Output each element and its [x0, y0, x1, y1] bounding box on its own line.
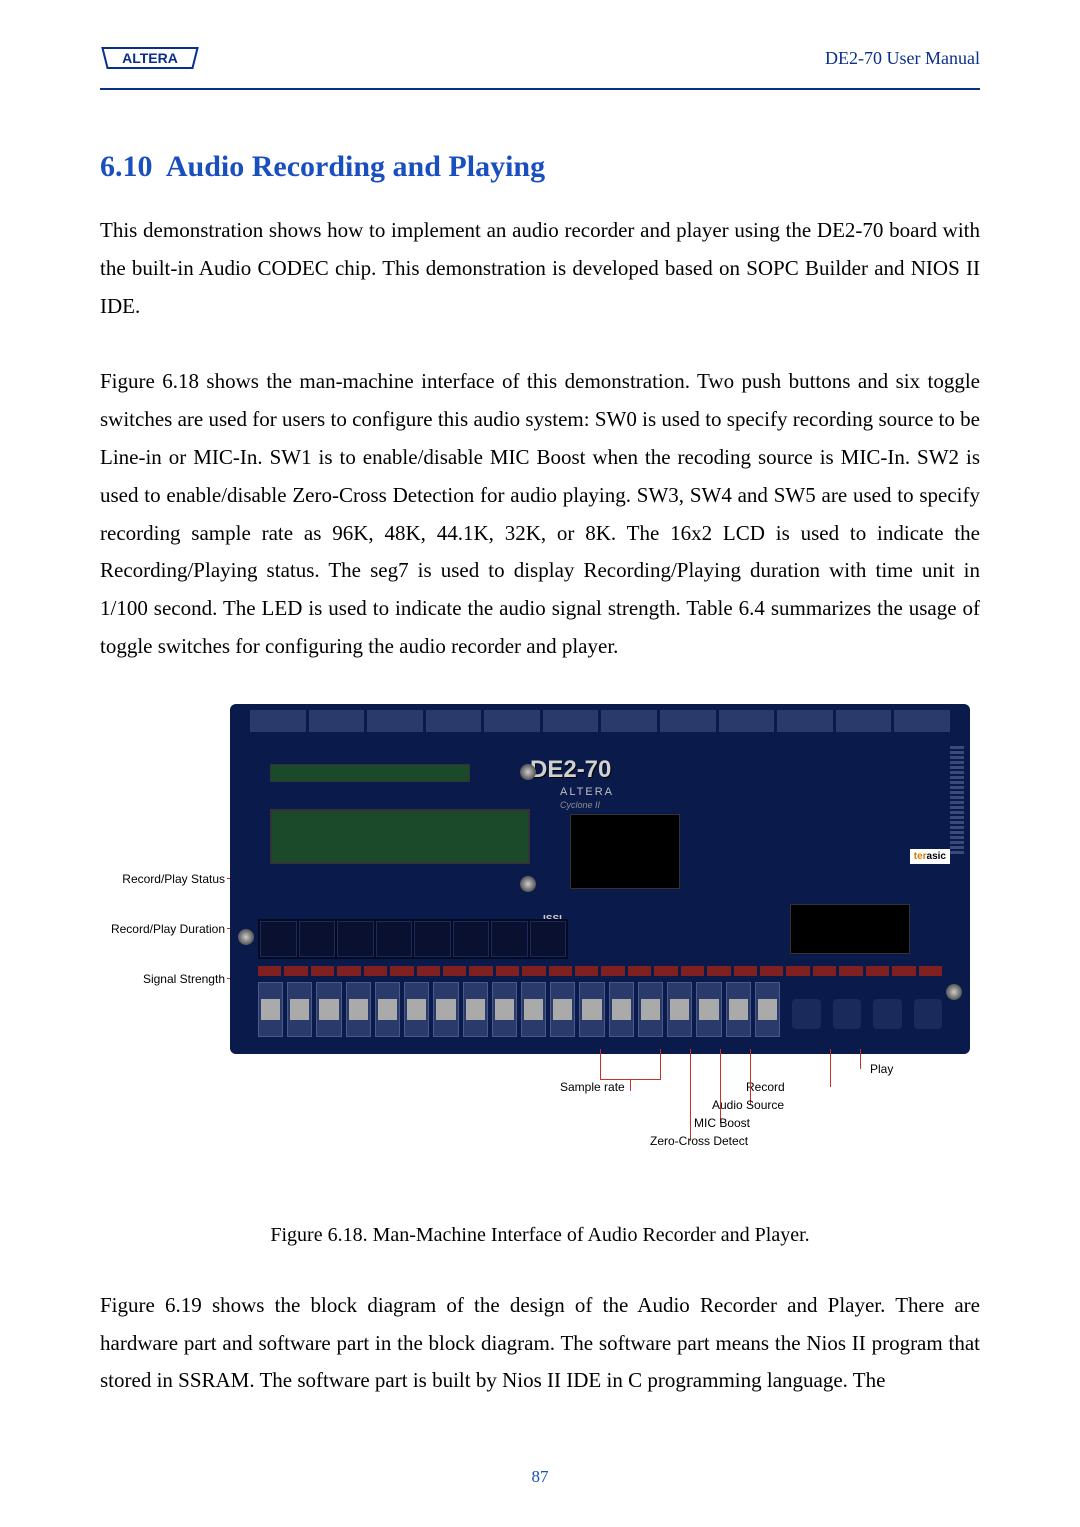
- annotation-play: Play: [870, 1062, 893, 1076]
- annotation-status: Record/Play Status: [100, 872, 225, 886]
- annotation-sample-rate: Sample rate: [560, 1080, 625, 1094]
- board-memory-chip: [790, 904, 910, 954]
- board-lcd: [270, 809, 530, 864]
- board-top-connectors: [250, 710, 950, 732]
- screw-icon: [520, 876, 536, 892]
- board-seg7: [258, 919, 568, 959]
- figure-caption: Figure 6.18. Man-Machine Interface of Au…: [100, 1224, 980, 1247]
- section-title: Audio Recording and Playing: [166, 150, 545, 183]
- section-number: 6.10: [100, 150, 153, 183]
- page-number: 87: [0, 1467, 1080, 1487]
- board-model-label: DE2-70: [530, 756, 611, 784]
- annotation-line: [660, 1049, 661, 1079]
- screw-icon: [238, 929, 254, 945]
- board-vendor-label: ALTERA: [560, 786, 614, 798]
- annotation-line: [830, 1049, 831, 1087]
- annotation-mic-boost: MIC Boost: [694, 1116, 750, 1130]
- screw-icon: [946, 984, 962, 1000]
- board-image: DE2-70 ALTERA Cyclone II terasic ISSI: [230, 704, 970, 1054]
- board-fpga-chip: [570, 814, 680, 889]
- page-header: ALTERA DE2-70 User Manual: [100, 40, 980, 76]
- section-heading: 6.10 Audio Recording and Playing: [100, 150, 980, 184]
- svg-text:ALTERA: ALTERA: [122, 50, 178, 66]
- annotation-line: [860, 1049, 861, 1069]
- doc-title: DE2-70 User Manual: [825, 48, 980, 69]
- altera-logo: ALTERA: [100, 40, 200, 76]
- board-push-buttons: [792, 999, 942, 1029]
- paragraph-3: Figure 6.19 shows the block diagram of t…: [100, 1287, 980, 1400]
- annotation-audio-source: Audio Source: [712, 1098, 784, 1112]
- paragraph-2: Figure 6.18 shows the man-machine interf…: [100, 363, 980, 665]
- annotation-line: [750, 1049, 751, 1105]
- annotation-record: Record: [746, 1080, 785, 1094]
- page: ALTERA DE2-70 User Manual 6.10 Audio Rec…: [0, 0, 1080, 1478]
- screw-icon: [520, 764, 536, 780]
- annotation-signal: Signal Strength: [100, 972, 225, 986]
- header-rule: [100, 88, 980, 90]
- board-switches: [258, 982, 780, 1037]
- figure-6-18: Record/Play Status Record/Play Duration …: [100, 704, 980, 1184]
- annotation-line: [600, 1049, 601, 1079]
- board-leds: [258, 966, 942, 976]
- paragraph-1: This demonstration shows how to implemen…: [100, 212, 980, 325]
- board-small-display: [270, 764, 470, 782]
- annotation-line: [720, 1049, 721, 1123]
- board-chip-label: Cyclone II: [560, 800, 600, 810]
- board-gpio: [950, 744, 964, 854]
- annotation-line: [630, 1079, 631, 1091]
- board-terasic-label: terasic: [910, 849, 950, 864]
- annotation-zero-cross: Zero-Cross Detect: [650, 1134, 748, 1148]
- annotation-duration: Record/Play Duration: [100, 922, 225, 936]
- annotation-line: [690, 1049, 691, 1141]
